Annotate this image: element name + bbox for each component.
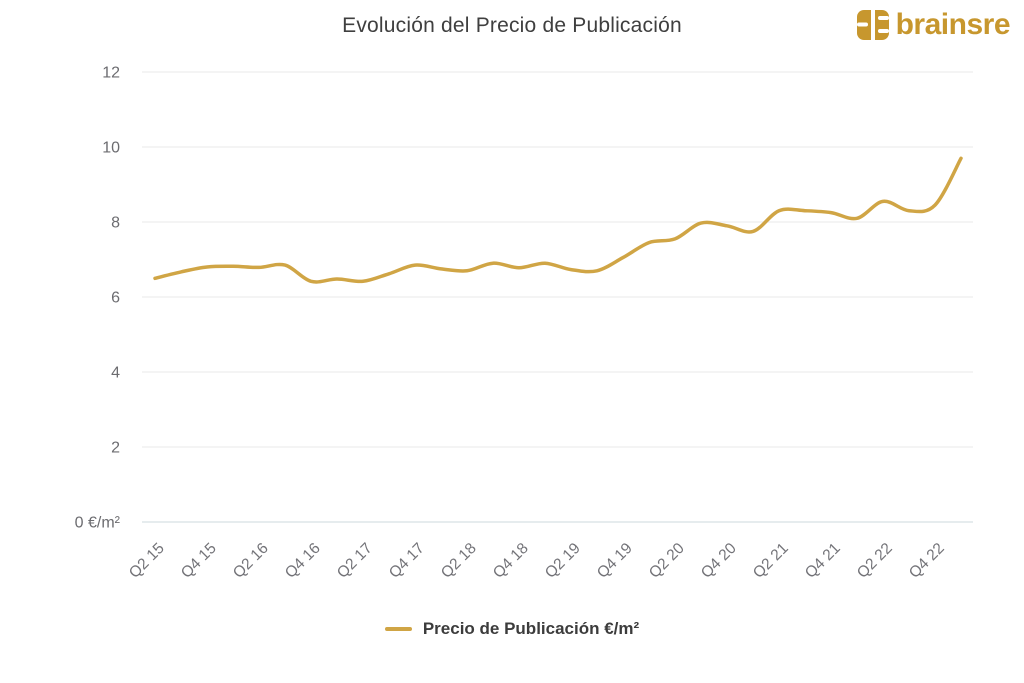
svg-text:4: 4 — [111, 365, 120, 382]
svg-text:10: 10 — [102, 140, 120, 157]
legend-item-precio[interactable]: Precio de Publicación €/m² — [384, 619, 640, 639]
svg-text:Q4 22: Q4 22 — [906, 540, 948, 582]
svg-text:Q2 19: Q2 19 — [542, 540, 584, 582]
svg-text:Q2 17: Q2 17 — [334, 540, 376, 582]
price-line-chart: 0 €/m² 2 4 6 8 10 12 Q2 15 Q4 15 Q2 16 Q4 16 Q2 17… — [75, 65, 973, 582]
svg-text:8: 8 — [111, 215, 120, 232]
svg-text:2: 2 — [111, 440, 120, 457]
svg-text:Q4 15: Q4 15 — [178, 540, 220, 582]
brainsre-logo-text: brainsre — [895, 8, 1011, 41]
svg-text:Q4 21: Q4 21 — [802, 540, 844, 582]
x-axis-labels: Q2 15 Q4 15 Q2 16 Q4 16 Q2 17 Q4 17 Q2 18 Q4 18… — [126, 540, 948, 582]
svg-text:Q4 17: Q4 17 — [386, 540, 428, 582]
legend: Precio de Publicación €/m² — [0, 619, 1024, 639]
svg-text:12: 12 — [102, 65, 120, 82]
svg-text:Q4 19: Q4 19 — [594, 540, 636, 582]
brainsre-logo-icon — [856, 8, 890, 42]
svg-text:Q2 21: Q2 21 — [750, 540, 792, 582]
svg-text:Q2 22: Q2 22 — [854, 540, 896, 582]
svg-text:Q4 16: Q4 16 — [282, 540, 324, 582]
svg-text:Q4 20: Q4 20 — [698, 540, 740, 582]
legend-label: Precio de Publicación €/m² — [422, 619, 640, 638]
svg-text:6: 6 — [111, 290, 120, 307]
svg-text:Q2 20: Q2 20 — [646, 540, 688, 582]
price-series-line — [153, 156, 963, 284]
legend-line-swatch — [384, 627, 412, 631]
y-axis-labels: 0 €/m² 2 4 6 8 10 12 — [75, 65, 121, 532]
svg-text:Q2 16: Q2 16 — [230, 540, 272, 582]
brainsre-logo: brainsre — [856, 8, 1011, 42]
svg-text:Q2 18: Q2 18 — [438, 540, 480, 582]
gridlines — [142, 71, 973, 523]
chart-title: Evolución del Precio de Publicación — [342, 14, 682, 37]
svg-text:0 €/m²: 0 €/m² — [75, 515, 121, 532]
svg-text:Q4 18: Q4 18 — [490, 540, 532, 582]
svg-text:Q2 15: Q2 15 — [126, 540, 168, 582]
